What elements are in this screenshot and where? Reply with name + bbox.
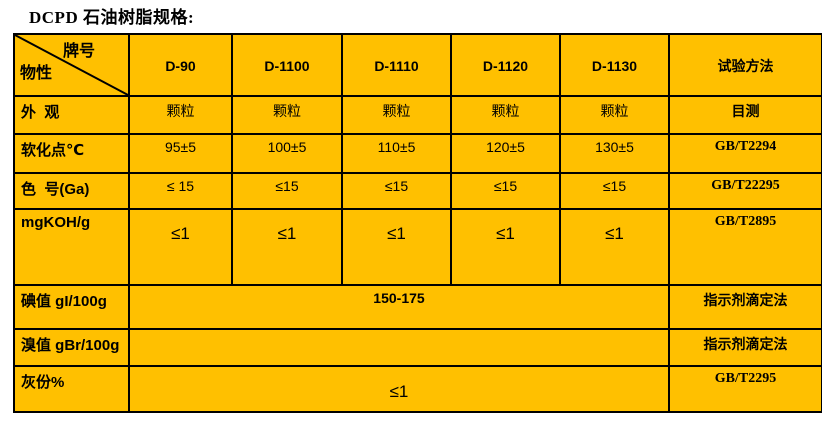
merged-value-cell [128,328,670,367]
column-header-d1130: D-1130 [559,33,670,97]
method-cell: GB/T2295 [668,365,822,413]
row-label: 溴值 gBr/100g [13,328,130,367]
row-bromine-value: 溴值 gBr/100g 指示剂滴定法 [13,328,822,367]
value-cell: ≤15 [450,172,561,210]
column-header-d1120: D-1120 [450,33,561,97]
spec-table: 牌号 物性 D-90 D-1100 D-1110 D-1120 D-1130 试… [13,33,822,413]
value-cell: ≤1 [450,208,561,286]
value-cell: 110±5 [341,133,452,174]
value-cell: ≤1 [559,208,670,286]
value-cell: ≤15 [231,172,343,210]
method-cell: GB/T2895 [668,208,822,286]
value-cell: ≤15 [341,172,452,210]
value-cell: 颗粒 [128,95,233,135]
value-cell: 颗粒 [231,95,343,135]
method-cell: 指示剂滴定法 [668,284,822,330]
method-cell: 目测 [668,95,822,135]
corner-cell: 牌号 物性 [13,33,130,97]
value-cell: 120±5 [450,133,561,174]
table-header-row: 牌号 物性 D-90 D-1100 D-1110 D-1120 D-1130 试… [13,33,822,97]
value-cell: ≤ 15 [128,172,233,210]
corner-label-brand: 牌号 [63,43,96,60]
row-label: 灰份% [13,365,130,413]
column-header-d1100: D-1100 [231,33,343,97]
value-cell: ≤1 [231,208,343,286]
value-cell: 130±5 [559,133,670,174]
row-label: 碘值 gI/100g [13,284,130,330]
value-cell: ≤15 [559,172,670,210]
row-label: mgKOH/g [13,208,130,286]
merged-value-cell: 150-175 [128,284,670,330]
merged-value-cell: ≤1 [128,365,670,413]
row-ash: 灰份% ≤1 GB/T2295 [13,365,822,413]
value-cell: 颗粒 [450,95,561,135]
diagonal-divider-line [16,36,127,94]
method-cell: GB/T2294 [668,133,822,174]
row-label: 外 观 [13,95,130,135]
corner-label-property: 物性 [20,65,53,82]
value-cell: 95±5 [128,133,233,174]
value-cell: 100±5 [231,133,343,174]
row-label: 软化点℃ [13,133,130,174]
column-header-d90: D-90 [128,33,233,97]
method-cell: GB/T22295 [668,172,822,210]
row-iodine-value: 碘值 gI/100g 150-175 指示剂滴定法 [13,284,822,330]
row-softening-point: 软化点℃ 95±5 100±5 110±5 120±5 130±5 GB/T22… [13,133,822,174]
value-cell: 颗粒 [341,95,452,135]
method-cell: 指示剂滴定法 [668,328,822,367]
value-cell: 颗粒 [559,95,670,135]
row-appearance: 外 观 颗粒 颗粒 颗粒 颗粒 颗粒 目测 [13,95,822,135]
row-label: 色 号(Ga) [13,172,130,210]
row-color-number: 色 号(Ga) ≤ 15 ≤15 ≤15 ≤15 ≤15 GB/T22295 [13,172,822,210]
value-cell: ≤1 [128,208,233,286]
column-header-test-method: 试验方法 [668,33,822,97]
page-title: DCPD 石油树脂规格: [29,8,195,27]
value-cell: ≤1 [341,208,452,286]
column-header-d1110: D-1110 [341,33,452,97]
row-acid-value: mgKOH/g ≤1 ≤1 ≤1 ≤1 ≤1 GB/T2895 [13,208,822,286]
